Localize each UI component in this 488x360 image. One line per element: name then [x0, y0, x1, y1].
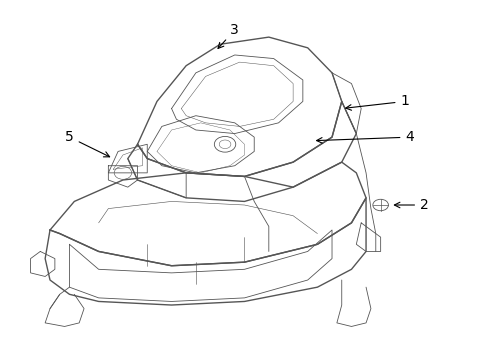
Text: 5: 5 — [65, 130, 109, 157]
Text: 3: 3 — [218, 23, 239, 49]
Text: 1: 1 — [345, 94, 408, 110]
Text: 4: 4 — [316, 130, 413, 144]
Text: 2: 2 — [394, 198, 428, 212]
